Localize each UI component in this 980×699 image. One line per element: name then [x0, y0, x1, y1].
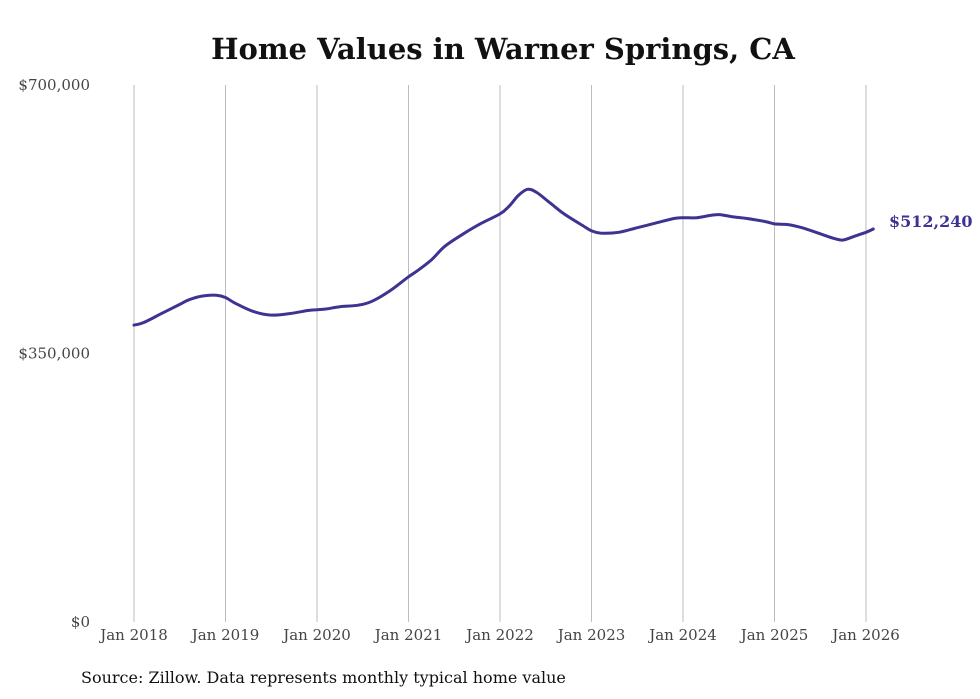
gridlines	[133, 85, 867, 622]
y-axis-ticks: $0 $350,000 $700,000	[18, 76, 90, 631]
x-tick-label: Jan 2019	[190, 626, 260, 644]
y-tick-label: $0	[71, 613, 90, 631]
x-tick-label: Jan 2022	[464, 626, 534, 644]
source-note: Source: Zillow. Data represents monthly …	[81, 668, 566, 687]
x-tick-label: Jan 2018	[98, 626, 168, 644]
x-tick-label: Jan 2024	[647, 626, 717, 644]
chart-title: Home Values in Warner Springs, CA	[211, 32, 795, 66]
x-tick-label: Jan 2021	[373, 626, 443, 644]
y-tick-label: $350,000	[18, 345, 90, 363]
series-layer	[132, 187, 875, 327]
x-tick-label: Jan 2023	[556, 626, 626, 644]
x-tick-label: Jan 2020	[281, 626, 351, 644]
end-value-label: $512,240	[889, 212, 973, 231]
y-tick-label: $700,000	[18, 76, 90, 94]
x-axis-ticks: Jan 2018 Jan 2019 Jan 2020 Jan 2021 Jan 2022…	[98, 626, 900, 644]
home-value-series-line	[132, 187, 875, 327]
x-tick-label: Jan 2025	[739, 626, 809, 644]
x-tick-label: Jan 2026	[830, 626, 900, 644]
